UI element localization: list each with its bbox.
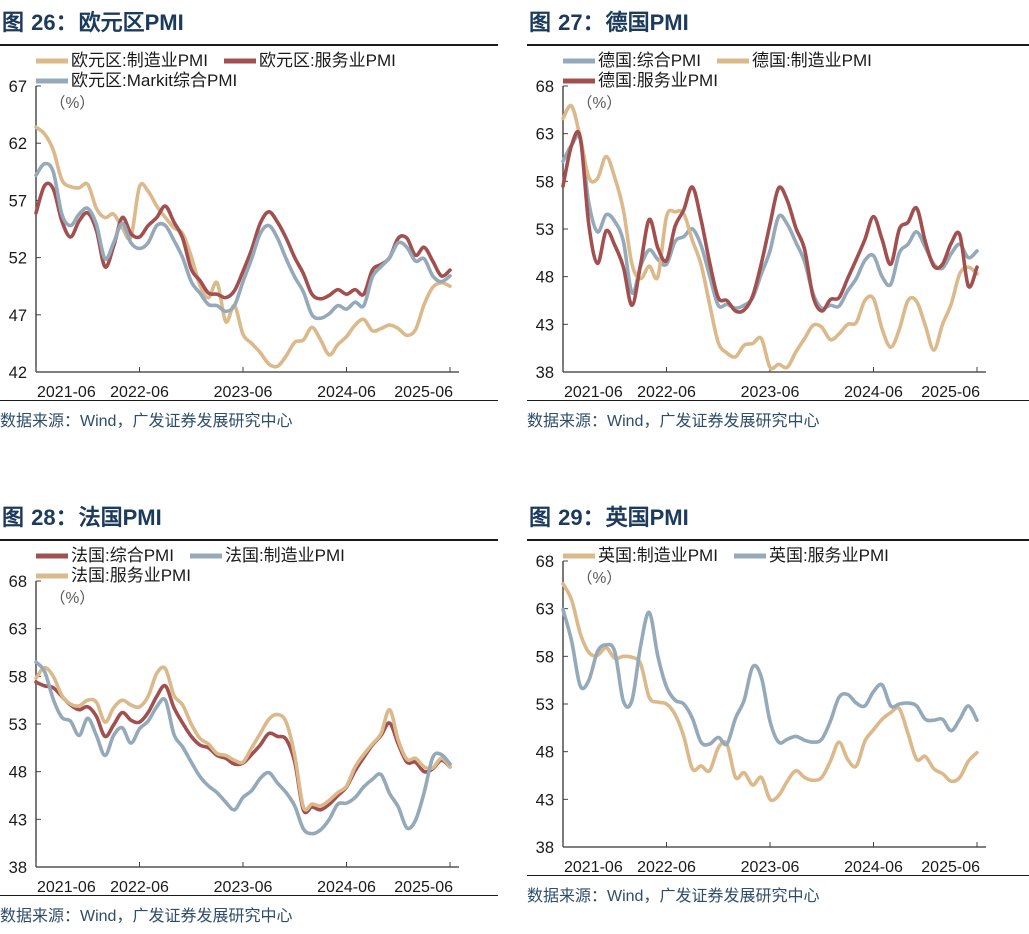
svg-text:63: 63 [9,621,27,639]
svg-text:2023-06: 2023-06 [741,859,800,876]
svg-text:42: 42 [9,364,27,382]
svg-text:52: 52 [9,250,27,268]
svg-text:2025-06: 2025-06 [921,859,980,876]
svg-text:63: 63 [536,601,554,619]
svg-text:62: 62 [9,135,27,153]
svg-text:2022-06: 2022-06 [637,384,696,401]
svg-text:67: 67 [9,78,27,96]
svg-text:68: 68 [9,573,27,591]
svg-text:38: 38 [536,364,554,382]
svg-text:（%）: （%） [50,95,95,112]
svg-text:2025-06: 2025-06 [394,879,453,896]
svg-text:2024-06: 2024-06 [317,384,376,401]
svg-text:2024-06: 2024-06 [844,859,903,876]
svg-text:63: 63 [536,126,554,144]
svg-text:43: 43 [536,791,554,809]
svg-text:2021-06: 2021-06 [564,384,623,401]
svg-text:（%）: （%） [577,570,622,587]
svg-text:2023-06: 2023-06 [741,384,800,401]
svg-text:43: 43 [9,811,27,829]
svg-text:47: 47 [9,307,27,325]
svg-text:68: 68 [536,78,554,96]
svg-text:48: 48 [9,764,27,782]
svg-text:2023-06: 2023-06 [214,879,273,896]
svg-text:38: 38 [536,839,554,857]
svg-text:（%）: （%） [577,95,622,112]
svg-text:58: 58 [536,173,554,191]
svg-text:2023-06: 2023-06 [214,384,273,401]
svg-text:（%）: （%） [50,590,95,607]
svg-text:53: 53 [536,221,554,239]
svg-text:2022-06: 2022-06 [110,879,169,896]
svg-text:2022-06: 2022-06 [110,384,169,401]
svg-text:2021-06: 2021-06 [564,859,623,876]
svg-text:57: 57 [9,192,27,210]
svg-text:2022-06: 2022-06 [637,859,696,876]
svg-text:58: 58 [9,668,27,686]
svg-text:58: 58 [536,648,554,666]
svg-text:68: 68 [536,553,554,571]
svg-text:48: 48 [536,269,554,287]
svg-text:2024-06: 2024-06 [844,384,903,401]
svg-text:53: 53 [9,716,27,734]
svg-text:2021-06: 2021-06 [37,384,96,401]
svg-text:2025-06: 2025-06 [921,384,980,401]
svg-text:2025-06: 2025-06 [394,384,453,401]
svg-text:53: 53 [536,696,554,714]
svg-text:48: 48 [536,744,554,762]
svg-text:38: 38 [9,859,27,877]
svg-text:2024-06: 2024-06 [317,879,376,896]
svg-text:43: 43 [536,316,554,334]
svg-text:2021-06: 2021-06 [37,879,96,896]
